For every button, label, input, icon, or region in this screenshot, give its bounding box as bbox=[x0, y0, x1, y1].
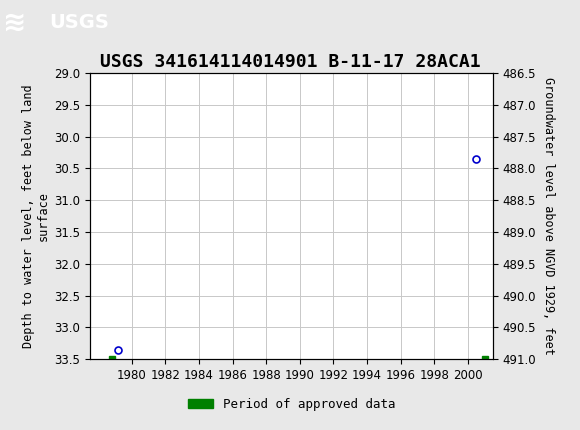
Y-axis label: Groundwater level above NGVD 1929, feet: Groundwater level above NGVD 1929, feet bbox=[542, 77, 555, 355]
Text: USGS 341614114014901 B-11-17 28ACA1: USGS 341614114014901 B-11-17 28ACA1 bbox=[100, 53, 480, 71]
Text: USGS: USGS bbox=[49, 13, 109, 32]
Legend: Period of approved data: Period of approved data bbox=[183, 393, 400, 416]
Text: ≋: ≋ bbox=[3, 9, 26, 37]
Y-axis label: Depth to water level, feet below land
surface: Depth to water level, feet below land su… bbox=[22, 84, 50, 348]
